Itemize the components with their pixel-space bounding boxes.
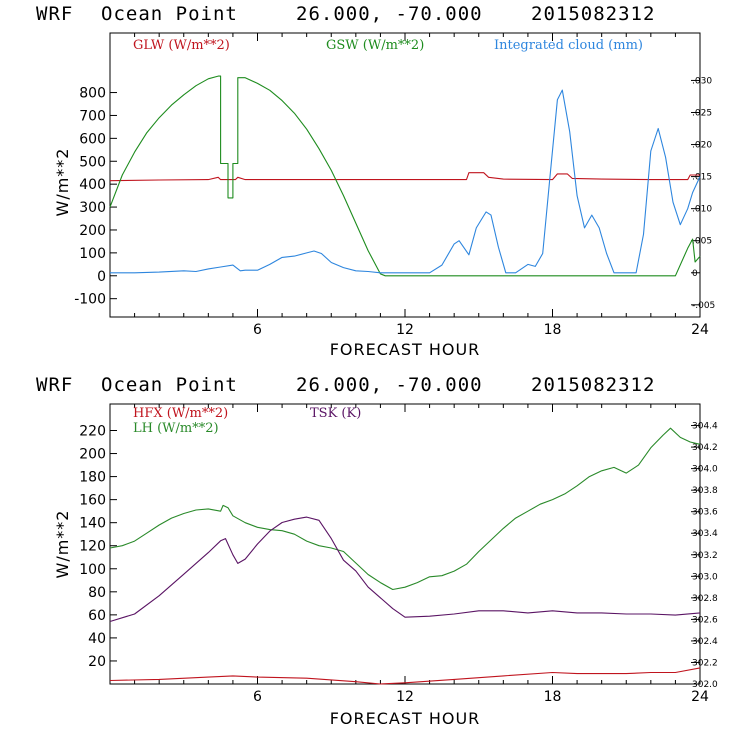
series-line-tsk [109, 516, 701, 623]
y-tick-label: 80 [88, 585, 106, 601]
y2-tick-label: 302.6 [692, 615, 718, 625]
series-line-cloud [110, 89, 701, 274]
y2-tick-label: .010 [692, 205, 712, 215]
x-tick-label: 6 [253, 322, 262, 338]
y-tick-label: 700 [79, 108, 106, 124]
panel-2-ticks: 6 12 18 24 20 40 60 80 100 120 140 160 180 200 220 304.… [79, 404, 718, 705]
panel-2: WRF Ocean Point 26.000, -70.000 20150823… [36, 374, 718, 728]
panel-1-ticks: 6 12 18 24 -100 0 100 200 300 400 500 600 700 800 .030… [74, 33, 715, 338]
y-tick-label: 200 [79, 447, 106, 463]
x-tick-label: 6 [253, 689, 262, 705]
y-tick-label: 40 [88, 631, 106, 647]
panel-1-series [109, 75, 701, 277]
panel-2-legend-lh: LH (W/m**2) [133, 421, 219, 436]
panel-2-plot-frame [109, 403, 701, 685]
series-line-lh [109, 427, 701, 591]
panel-2-header-datetime: 2015082312 [531, 374, 655, 396]
series-line-hfx [109, 667, 701, 685]
panel-1-legend-glw: GLW (W/m**2) [133, 38, 230, 53]
y2-tick-label: 0 [692, 269, 698, 279]
y-tick-label: 160 [79, 493, 106, 509]
panel-1-legend-cloud: Integrated cloud (mm) [494, 38, 643, 53]
panel-2-y-axis-label: W/m**2 [53, 510, 72, 579]
x-tick-label: 12 [396, 322, 414, 338]
y2-tick-label: 304.0 [692, 465, 718, 475]
y2-tick-label: .030 [692, 76, 712, 86]
y-tick-label: 120 [79, 539, 106, 555]
y-tick-label: 140 [79, 516, 106, 532]
y2-tick-label: 303.2 [692, 551, 718, 561]
y2-tick-label: .005 [692, 237, 712, 247]
y2-tick-label: -.005 [692, 301, 715, 311]
y2-tick-label: 304.4 [692, 422, 718, 432]
panel-2-legend-hfx: HFX (W/m**2) [133, 406, 228, 421]
y2-tick-label: 302.0 [692, 680, 718, 690]
panel-1-header-location: Ocean Point [101, 3, 238, 25]
y-tick-label: -100 [74, 292, 106, 308]
y-tick-label: 800 [79, 86, 106, 102]
y-tick-label: 300 [79, 200, 106, 216]
y2-tick-label: 302.4 [692, 637, 718, 647]
panel-1: WRF Ocean Point 26.000, -70.000 20150823… [36, 3, 715, 359]
y2-tick-label: .020 [692, 141, 712, 151]
panel-1-header-coords: 26.000, -70.000 [296, 3, 483, 25]
y2-tick-label: 302.2 [692, 658, 718, 668]
y-tick-label: 180 [79, 470, 106, 486]
x-tick-label: 18 [544, 322, 562, 338]
y-tick-label: 220 [79, 424, 106, 440]
panel-2-legend-tsk: TSK (K) [310, 406, 361, 421]
panel-2-x-axis-label: FORECAST HOUR [330, 709, 481, 728]
y2-tick-label: .025 [692, 108, 712, 118]
y2-tick-label: 304.2 [692, 443, 718, 453]
y-tick-label: 200 [79, 223, 106, 239]
y-tick-label: 100 [79, 562, 106, 578]
y-tick-label: 500 [79, 154, 106, 170]
panel-2-header-location: Ocean Point [101, 374, 238, 396]
y-tick-label: 20 [88, 654, 106, 670]
panel-1-plot-frame [109, 32, 701, 318]
panel-1-legend-gsw: GSW (W/m**2) [326, 38, 424, 53]
y2-tick-label: 303.4 [692, 529, 718, 539]
series-line-glw [109, 172, 700, 182]
y-tick-label: 600 [79, 131, 106, 147]
y-tick-label: 60 [88, 608, 106, 624]
y2-tick-label: 303.8 [692, 486, 718, 496]
y-tick-label: 400 [79, 177, 106, 193]
panel-1-header-model: WRF [36, 3, 73, 25]
panel-2-header-coords: 26.000, -70.000 [296, 374, 483, 396]
x-tick-label: 12 [396, 689, 414, 705]
panel-1-header-datetime: 2015082312 [531, 3, 655, 25]
x-tick-label: 24 [691, 689, 709, 705]
y-tick-label: 100 [79, 246, 106, 262]
y2-tick-label: 302.8 [692, 594, 718, 604]
x-tick-label: 18 [544, 689, 562, 705]
y-tick-label: 0 [97, 269, 106, 285]
series-line-gsw [109, 75, 701, 277]
x-tick-label: 24 [691, 322, 709, 338]
y2-tick-label: 303.6 [692, 508, 718, 518]
panel-1-x-axis-label: FORECAST HOUR [330, 340, 481, 359]
y2-tick-label: 303.0 [692, 572, 718, 582]
panel-2-series [109, 427, 701, 685]
panel-1-y-axis-label: W/m**2 [53, 148, 72, 217]
panel-2-header-model: WRF [36, 374, 73, 396]
y2-tick-label: .015 [692, 173, 712, 183]
